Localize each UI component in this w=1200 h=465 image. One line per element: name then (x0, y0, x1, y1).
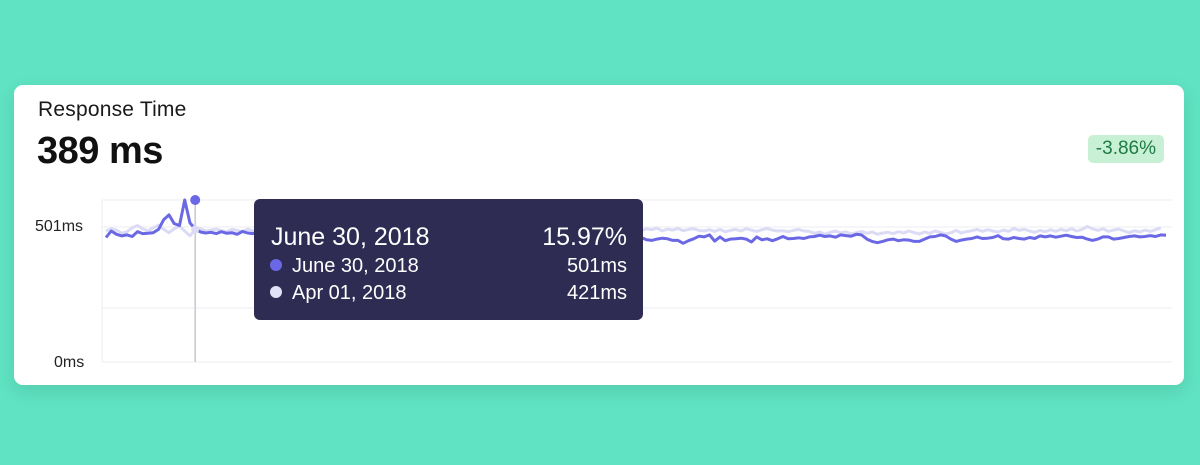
y-tick-label-bottom: 0ms (54, 354, 85, 371)
tooltip-row-label: Apr 01, 2018 (292, 282, 407, 304)
hover-point-current (190, 195, 201, 205)
previous-series-dot (270, 286, 282, 298)
metric-value: 389 ms (37, 130, 163, 172)
y-tick-label-top: 501ms (35, 218, 84, 235)
tooltip-row-previous: Apr 01, 2018 421ms (270, 282, 627, 305)
tooltip-row-value: 421ms (566, 282, 627, 304)
chart-tooltip: June 30, 2018 15.97% June 30, 2018 501ms… (254, 199, 643, 320)
change-badge: -3.86% (1087, 135, 1164, 163)
current-series-dot (270, 259, 282, 271)
card-title: Response Time (38, 98, 187, 121)
tooltip-row-current: June 30, 2018 501ms (270, 255, 627, 278)
tooltip-percent: 15.97% (542, 223, 627, 251)
response-time-card: Response Time 389 ms -3.86% 501ms 0ms Ju… (14, 85, 1184, 385)
tooltip-date: June 30, 2018 (271, 223, 430, 251)
hover-point-previous (191, 225, 200, 234)
tooltip-row-label: June 30, 2018 (292, 255, 419, 277)
hover-layer (190, 195, 201, 362)
tooltip-row-value: 501ms (566, 255, 627, 277)
